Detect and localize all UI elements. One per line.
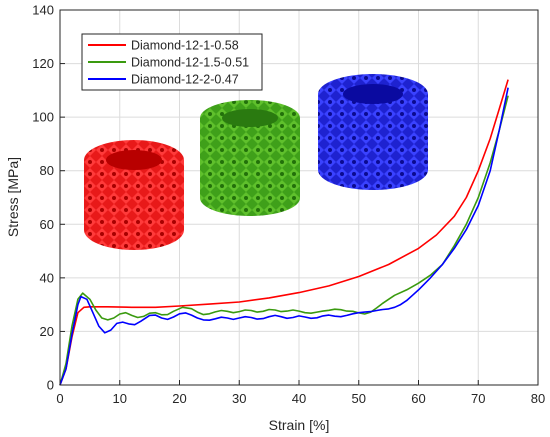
series-line-3: [59, 87, 509, 386]
y-tick-label: 60: [40, 217, 54, 232]
x-tick-label: 30: [232, 391, 246, 406]
y-tick-label: 40: [40, 270, 54, 285]
x-tick-label: 20: [172, 391, 186, 406]
x-tick-label: 50: [352, 391, 366, 406]
legend-label-3: Diamond-12-2-0.47: [131, 73, 239, 87]
x-tick-label: 80: [531, 391, 545, 406]
series-line-2: [59, 95, 509, 386]
x-tick-label: 10: [113, 391, 127, 406]
y-tick-label: 20: [40, 324, 54, 339]
legend-label-2: Diamond-12-1.5-0.51: [131, 56, 249, 70]
y-tick-label: 80: [40, 163, 54, 178]
legend-label-1: Diamond-12-1-0.58: [131, 39, 239, 53]
x-tick-label: 70: [471, 391, 485, 406]
axis-ticks: 0 10 20 30 40 50 60 70 80 0 20 40 60 80 100 120 140: [32, 3, 545, 407]
legend: Diamond-12-1-0.58 Diamond-12-1.5-0.51 Diam…: [81, 33, 263, 91]
y-tick-label: 140: [32, 3, 54, 18]
blue-lattice-cylinder: [318, 74, 428, 190]
x-axis-label: Strain [%]: [269, 417, 330, 433]
x-tick-label: 40: [292, 391, 306, 406]
series-layer: [59, 79, 509, 386]
y-axis-label: Stress [MPa]: [5, 157, 21, 237]
x-tick-label: 0: [56, 391, 63, 406]
series-line-1: [59, 79, 509, 386]
green-lattice-cylinder: [200, 100, 300, 216]
red-lattice-cylinder: [84, 140, 184, 250]
y-tick-label: 0: [47, 378, 54, 393]
y-tick-label: 120: [32, 56, 54, 71]
x-tick-label: 60: [411, 391, 425, 406]
y-tick-label: 100: [32, 110, 54, 125]
